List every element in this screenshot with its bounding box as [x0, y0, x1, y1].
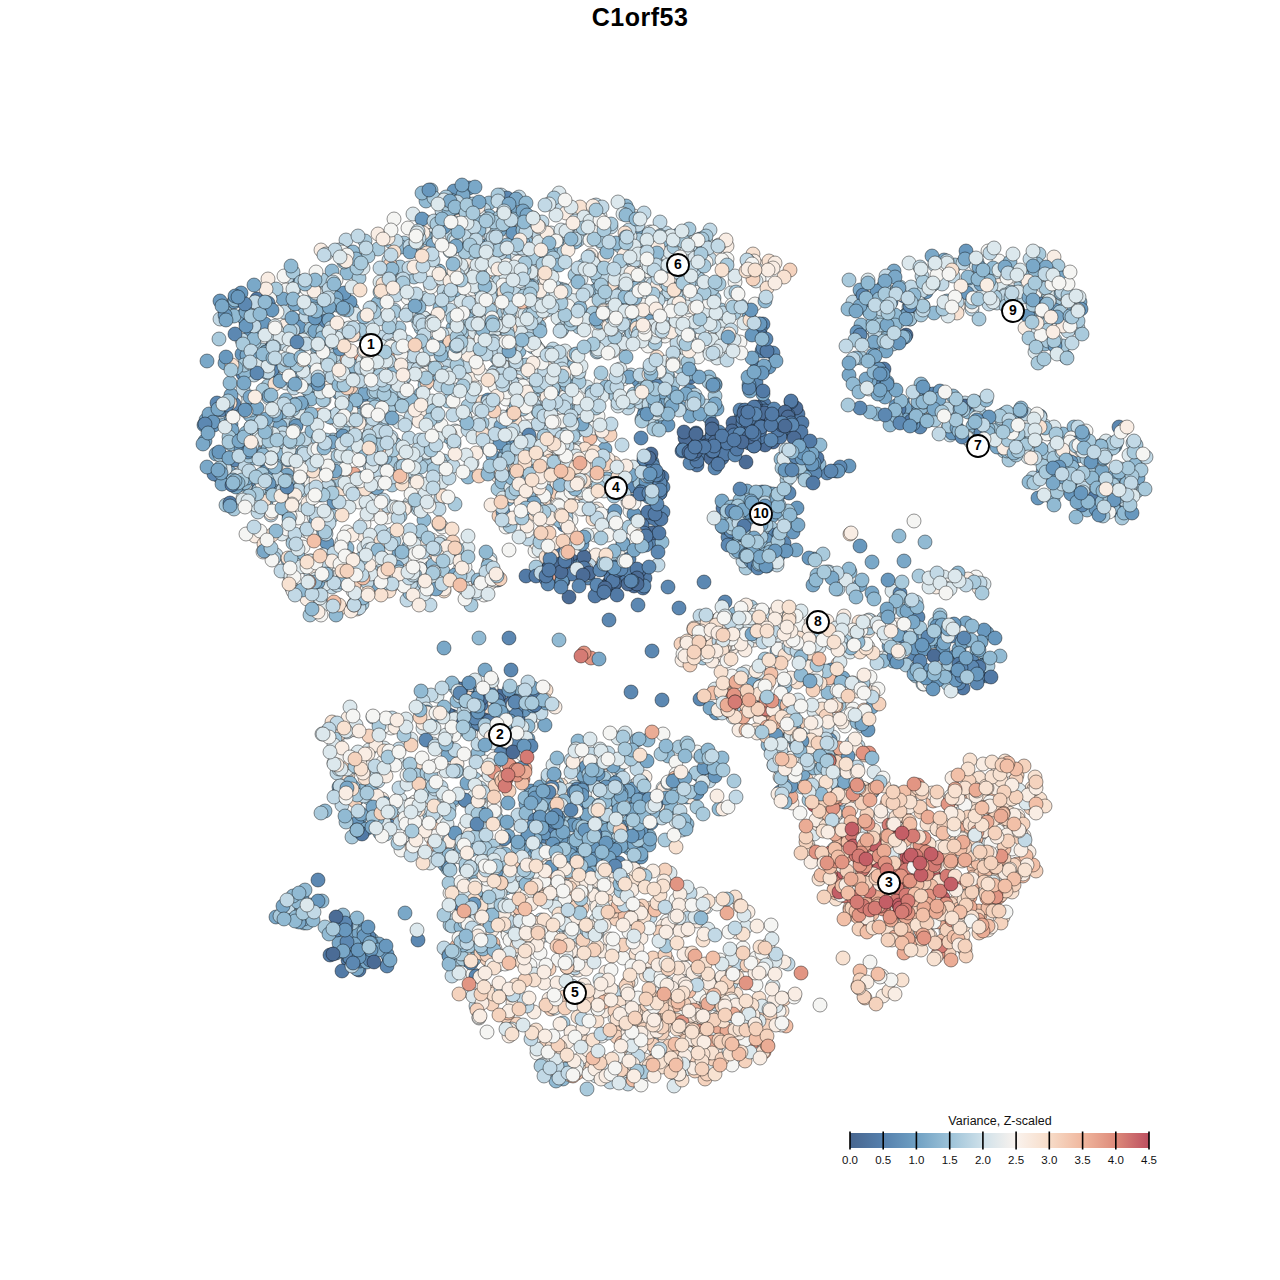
svg-text:3.0: 3.0	[1041, 1154, 1057, 1166]
svg-text:3: 3	[885, 874, 893, 890]
svg-text:10: 10	[753, 505, 769, 521]
svg-text:1: 1	[367, 336, 375, 352]
svg-text:C1orf53: C1orf53	[592, 3, 689, 31]
svg-text:2.0: 2.0	[975, 1154, 991, 1166]
svg-text:0.5: 0.5	[875, 1154, 891, 1166]
svg-text:2.5: 2.5	[1008, 1154, 1024, 1166]
svg-text:Variance, Z-scaled: Variance, Z-scaled	[948, 1114, 1051, 1128]
svg-text:8: 8	[814, 613, 822, 629]
svg-text:1.0: 1.0	[908, 1154, 924, 1166]
svg-text:2: 2	[496, 726, 504, 742]
svg-text:4: 4	[612, 479, 620, 495]
svg-text:1.5: 1.5	[942, 1154, 958, 1166]
svg-text:9: 9	[1009, 302, 1017, 318]
svg-text:4.0: 4.0	[1108, 1154, 1124, 1166]
svg-text:0.0: 0.0	[842, 1154, 858, 1166]
svg-text:5: 5	[571, 984, 579, 1000]
svg-text:6: 6	[674, 256, 682, 272]
svg-text:4.5: 4.5	[1141, 1154, 1157, 1166]
svg-text:7: 7	[974, 437, 982, 453]
svg-text:3.5: 3.5	[1075, 1154, 1091, 1166]
